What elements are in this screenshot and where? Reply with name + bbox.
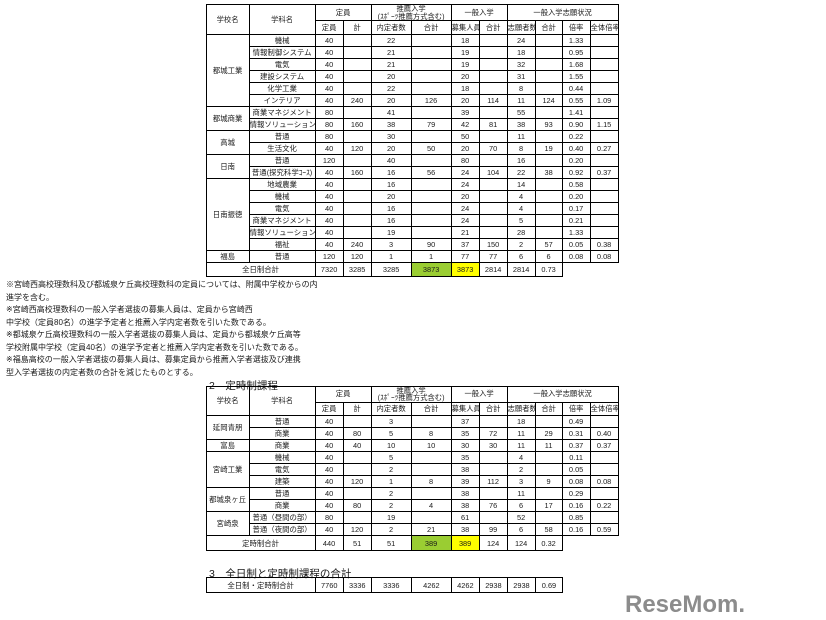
svg-text:ReseMom.: ReseMom. <box>625 591 745 618</box>
